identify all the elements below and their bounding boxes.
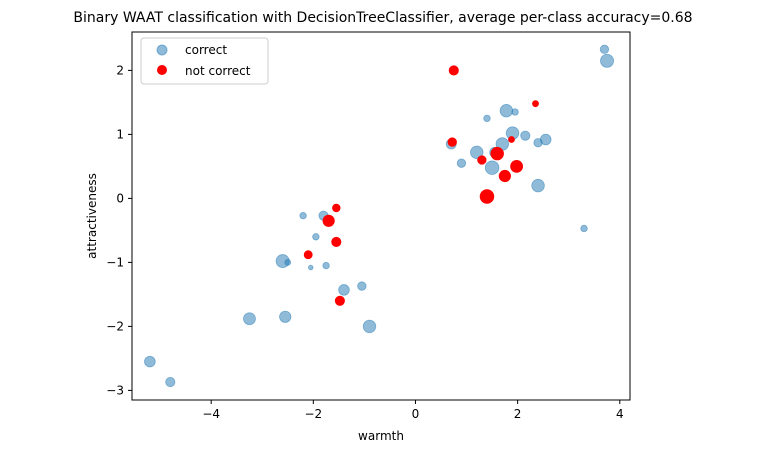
plot-frame — [131, 31, 631, 401]
point-correct — [511, 108, 519, 116]
legend-label-not-correct: not correct — [185, 64, 251, 78]
x-axis: −4 −2 0 2 4 — [202, 400, 624, 421]
point-not-correct — [322, 214, 335, 227]
points-layer — [144, 44, 614, 388]
point-not-correct — [490, 146, 504, 161]
point-correct — [322, 261, 330, 270]
point-not-correct — [303, 250, 313, 260]
point-not-correct — [508, 136, 515, 143]
legend-marker-not-correct — [157, 65, 167, 75]
point-not-correct — [479, 189, 495, 204]
point-not-correct — [332, 203, 341, 213]
point-correct — [284, 258, 292, 266]
point-not-correct — [477, 155, 487, 165]
point-correct — [279, 310, 292, 323]
point-correct — [539, 133, 552, 146]
point-correct — [580, 224, 588, 233]
x-tick-label: −4 — [202, 407, 220, 421]
point-correct — [600, 53, 614, 68]
point-not-correct — [334, 295, 345, 306]
point-correct — [165, 377, 176, 388]
point-correct — [299, 211, 307, 220]
legend-label-correct: correct — [185, 43, 227, 57]
legend: correct not correct — [140, 37, 269, 85]
point-correct — [484, 160, 500, 175]
point-correct — [456, 158, 467, 168]
y-tick-label: −2 — [106, 319, 124, 333]
point-not-correct — [448, 65, 459, 76]
y-tick-label: 1 — [116, 127, 124, 141]
chart-title: Binary WAAT classification with Decision… — [73, 10, 692, 26]
point-not-correct — [447, 137, 457, 147]
point-correct — [499, 104, 514, 118]
point-correct — [483, 114, 491, 123]
point-not-correct — [498, 169, 511, 183]
point-correct — [531, 178, 545, 193]
y-axis: −3 −2 −1 0 1 2 — [106, 63, 132, 397]
point-correct — [520, 130, 531, 141]
x-axis-label: warmth — [358, 429, 404, 443]
point-correct — [243, 312, 256, 326]
point-correct — [357, 281, 367, 291]
y-tick-label: 0 — [116, 191, 124, 205]
x-tick-label: −2 — [304, 407, 322, 421]
point-not-correct — [510, 159, 524, 173]
y-tick-label: −1 — [106, 255, 124, 269]
y-tick-label: 2 — [116, 63, 124, 77]
point-correct — [362, 319, 377, 334]
point-not-correct — [331, 236, 342, 247]
point-not-correct — [532, 100, 539, 108]
legend-marker-correct — [156, 44, 168, 56]
x-tick-label: 4 — [616, 407, 624, 421]
legend-box — [140, 37, 269, 85]
point-correct — [144, 355, 156, 368]
x-tick-label: 0 — [412, 407, 420, 421]
point-correct — [599, 44, 610, 54]
point-correct — [308, 264, 314, 271]
x-tick-label: 2 — [514, 407, 522, 421]
point-correct — [312, 233, 320, 241]
point-correct — [470, 145, 484, 160]
point-correct — [338, 284, 350, 296]
y-axis-label: attractiveness — [85, 173, 99, 259]
y-tick-label: −3 — [106, 383, 124, 397]
